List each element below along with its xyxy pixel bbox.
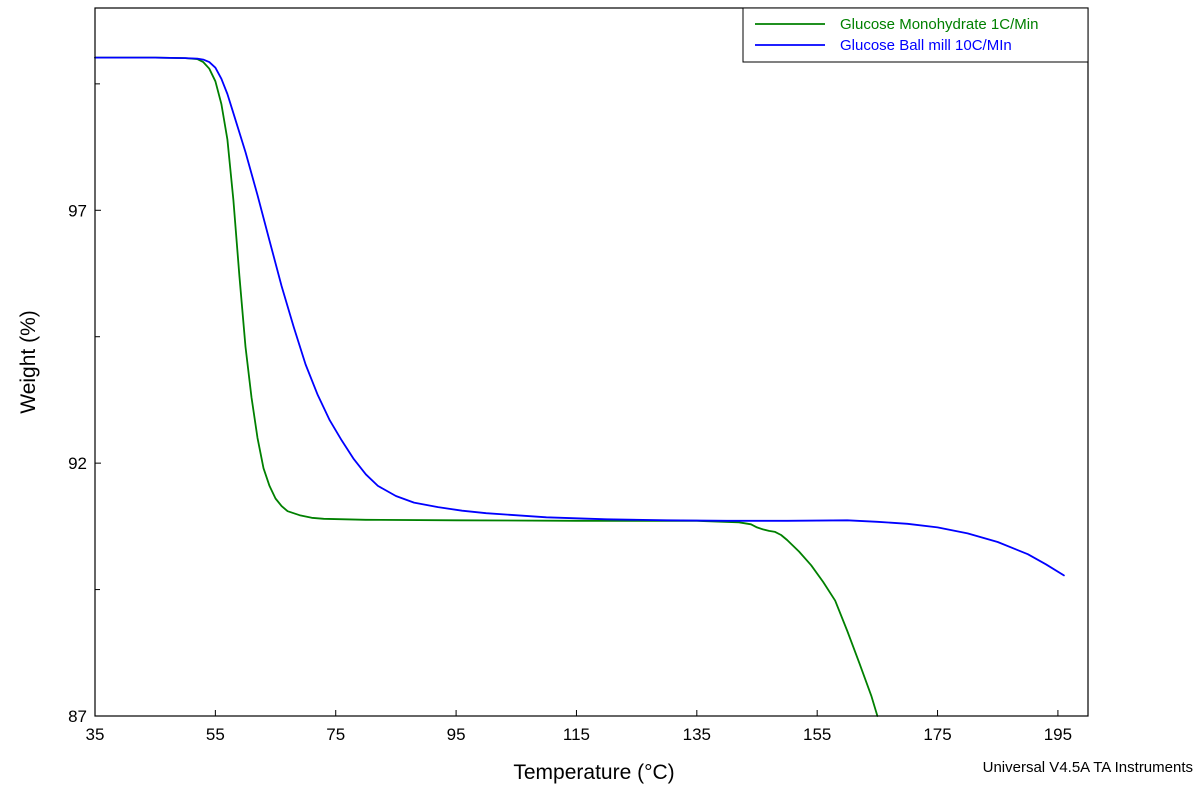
series-line-1 — [94, 56, 879, 717]
series-layer — [94, 56, 1065, 717]
y-tick-label: 97 — [68, 201, 87, 220]
x-tick-label: 115 — [563, 725, 590, 744]
x-tick-label: 195 — [1044, 725, 1072, 744]
x-tick-label: 175 — [923, 725, 951, 744]
series-line-2 — [94, 56, 1065, 577]
legend-label: Glucose Ball mill 10C/MIn — [840, 37, 1012, 54]
ticks-layer: 35 55 75 95 115 135 155 175 195 87 92 97 — [68, 83, 1072, 744]
x-tick-label: 35 — [86, 725, 105, 744]
x-tick-label: 95 — [447, 725, 466, 744]
x-tick-label: 75 — [326, 725, 345, 744]
x-tick-label: 55 — [206, 725, 225, 744]
x-tick-label: 135 — [683, 725, 711, 744]
x-axis-label: Temperature (°C) — [513, 761, 674, 784]
x-tick-label: 155 — [803, 725, 831, 744]
legend-box — [742, 7, 1089, 63]
y-axis-label: Weight (%) — [17, 310, 40, 413]
legend: Glucose Monohydrate 1C/Min Glucose Ball m… — [742, 7, 1089, 63]
plot-frame — [94, 7, 1089, 717]
software-credit: Universal V4.5A TA Instruments — [983, 759, 1193, 776]
legend-label: Glucose Monohydrate 1C/Min — [840, 16, 1038, 33]
y-tick-label: 87 — [68, 707, 87, 726]
y-tick-label: 92 — [68, 454, 87, 473]
